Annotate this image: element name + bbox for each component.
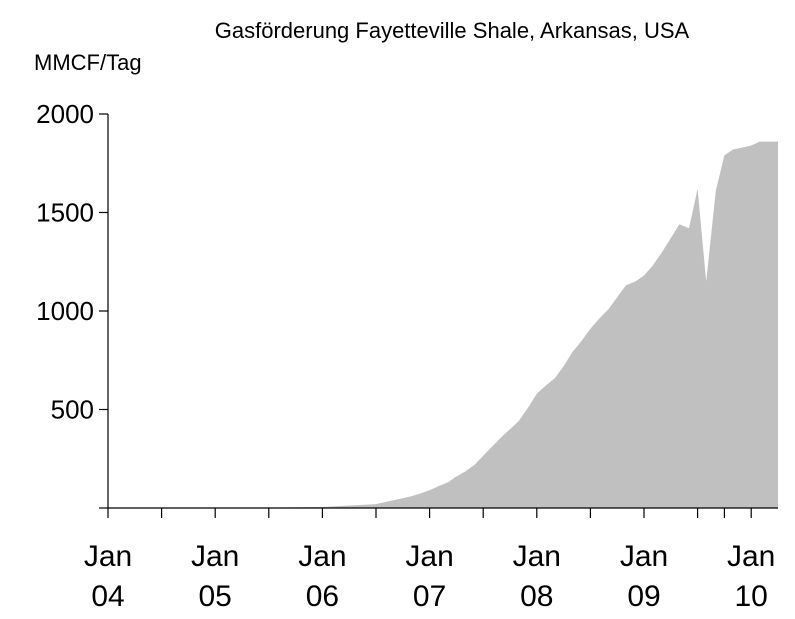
y-axis-unit-label: MMCF/Tag (34, 50, 142, 75)
x-tick-label-year: 07 (413, 580, 446, 613)
x-tick-label-year: 06 (306, 580, 339, 613)
area-series-0 (108, 141, 778, 508)
x-tick-label-year: 05 (199, 580, 232, 613)
x-tick-label-month: Jan (405, 540, 453, 573)
y-tick-label: 2000 (36, 99, 94, 129)
y-tick-label: 1500 (36, 198, 94, 228)
x-tick-label-month: Jan (620, 540, 668, 573)
y-tick-label: 1000 (36, 296, 94, 326)
x-tick-label-year: 08 (520, 580, 553, 613)
x-tick-label-month: Jan (191, 540, 239, 573)
y-tick-label: 500 (51, 395, 94, 425)
x-tick-label-month: Jan (513, 540, 561, 573)
plot-area (108, 141, 778, 508)
x-tick-label-month: Jan (727, 540, 775, 573)
x-tick-label-year: 10 (735, 580, 768, 613)
chart-title: Gasförderung Fayetteville Shale, Arkansa… (215, 18, 690, 43)
x-tick-label-month: Jan (84, 540, 132, 573)
x-tick-label-year: 09 (627, 580, 660, 613)
x-tick-label-month: Jan (298, 540, 346, 573)
axes: 500 1000 1500 2000 Jan 04 Jan 05 Jan 06 Jan 07 Jan 08… (36, 99, 778, 613)
x-tick-label-year: 04 (91, 580, 124, 613)
